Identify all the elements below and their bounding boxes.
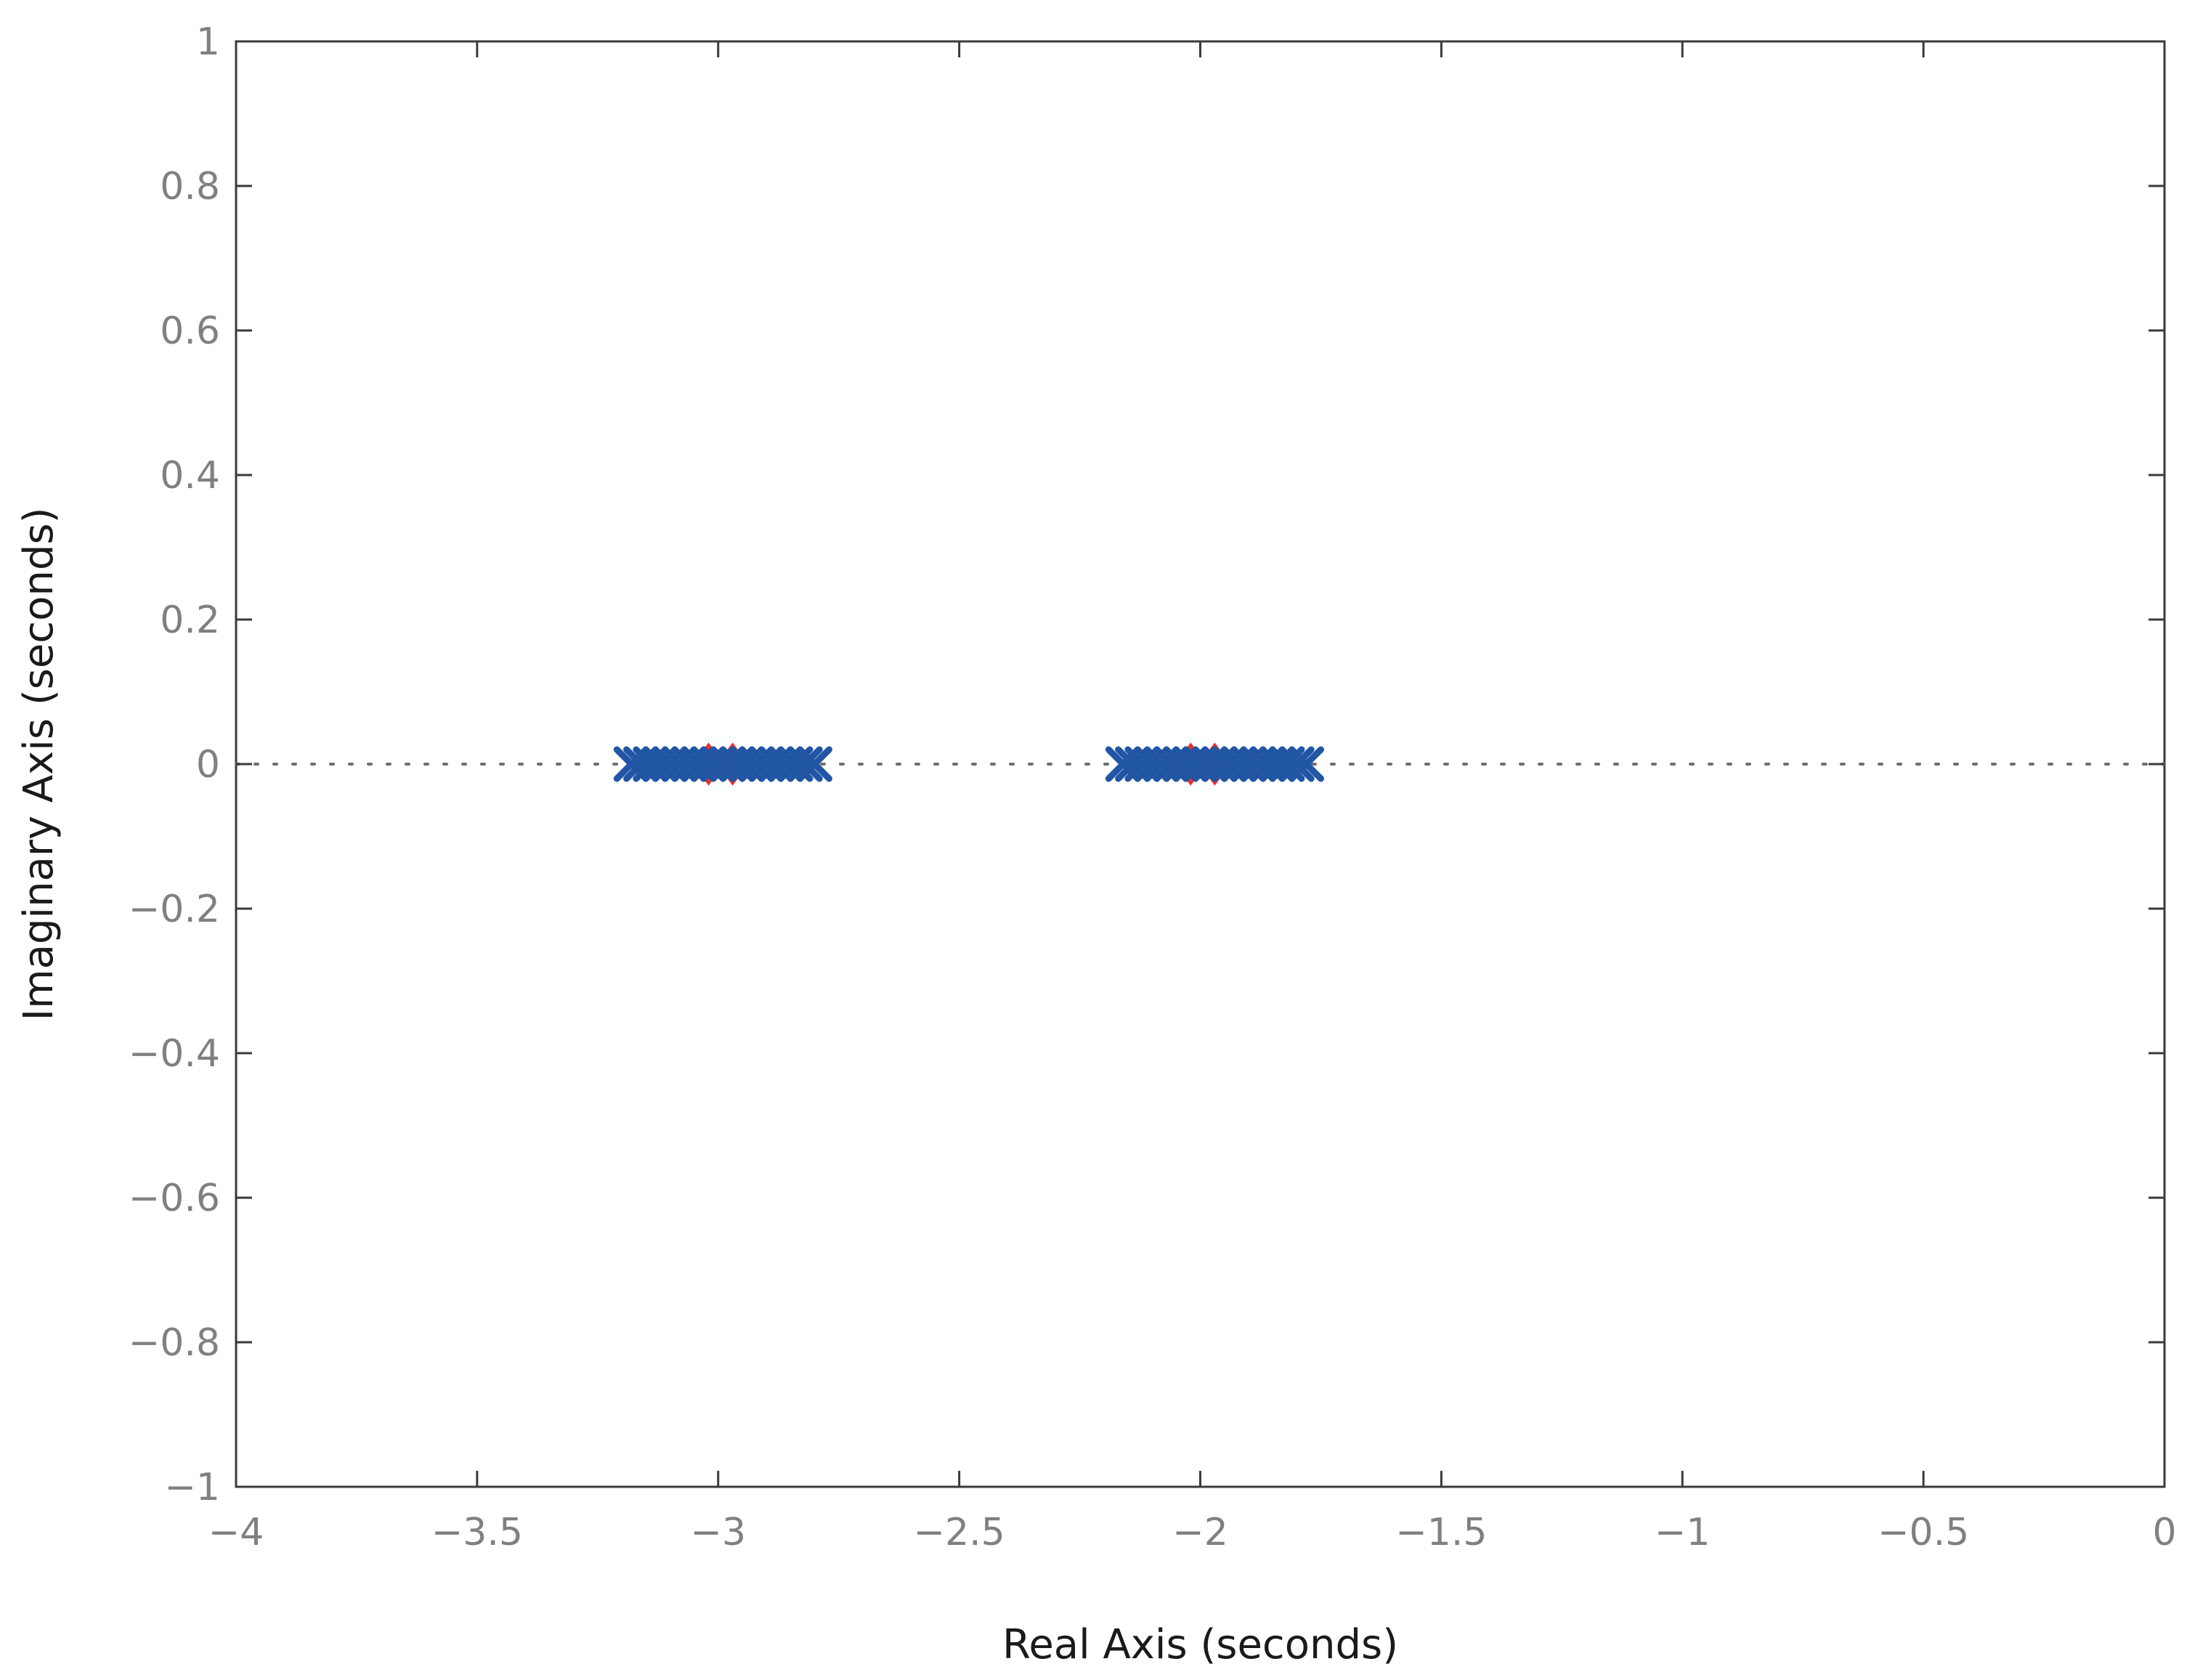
y-tick-label: −0.2 [129,888,220,931]
pole-marker [1278,746,1315,782]
y-tick-label: −0.8 [129,1321,220,1365]
y-tick-label: 0.4 [160,454,220,498]
series-layer [613,742,1325,786]
y-tick-label: 1 [196,20,220,64]
x-tick-label: −3.5 [431,1511,523,1554]
x-tick-label: −1 [1655,1511,1711,1554]
x-tick-label: −1.5 [1395,1511,1487,1554]
y-axis-title: Imaginary Axis (seconds) [15,508,62,1021]
tick-layer: −4 −3.5 −3 −2.5 −2 −1.5 −1 −0.5 0 −1 −0.8 −0.6 −0.4 −… [129,20,2177,1554]
x-tick-label: 0 [2152,1511,2176,1554]
y-tick-label: 0.2 [160,598,220,642]
x-tick-label: −0.5 [1878,1511,1969,1554]
x-tick-label: −3 [690,1511,746,1554]
x-tick-label: −2 [1172,1511,1228,1554]
y-tick-label: −1 [164,1466,220,1509]
y-tick-label: −0.4 [129,1032,220,1076]
y-tick-label: −0.6 [129,1177,220,1220]
pole-marker [797,746,832,782]
pole-marker [787,746,823,782]
pole-marker [1289,746,1325,782]
y-tick-label: 0.6 [160,309,220,353]
y-tick-label: 0.8 [160,165,220,208]
y-tick-label: 0 [196,743,220,787]
x-axis-title: Real Axis (seconds) [1002,1621,1398,1668]
x-tick-label: −2.5 [913,1511,1005,1554]
x-tick-label: −4 [208,1511,264,1554]
